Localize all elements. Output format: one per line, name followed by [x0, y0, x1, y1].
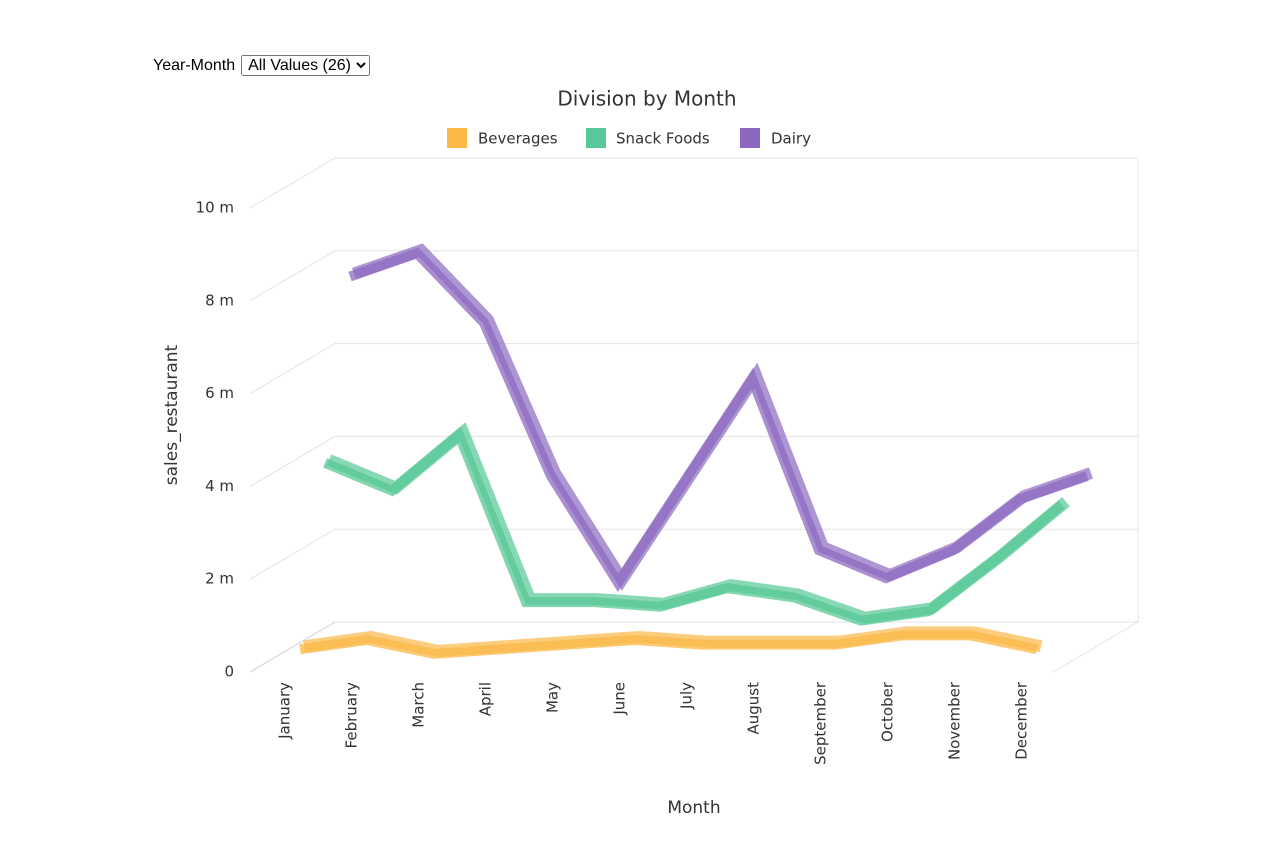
back-wall: [335, 157, 1139, 623]
x-tick-label: November: [946, 681, 964, 760]
x-tick-label: July: [678, 682, 696, 710]
series-line: [299, 630, 1039, 659]
x-tick-label: April: [477, 682, 495, 716]
x-tick-label: October: [879, 681, 897, 742]
x-tick-label: September: [812, 681, 830, 765]
x-tick-label: December: [1013, 681, 1031, 760]
grid-line: [249, 435, 1138, 487]
y-tick-label: 6 m: [205, 384, 234, 402]
y-axis-title: sales_restaurant: [162, 344, 182, 485]
chart-title: Division by Month: [557, 87, 736, 111]
y-tick-label: 4 m: [205, 477, 234, 495]
legend-label: Snack Foods: [616, 130, 710, 148]
x-tick-label: March: [410, 682, 428, 728]
x-tick-label: January: [276, 682, 294, 740]
series-line: [323, 426, 1066, 626]
legend-label: Dairy: [771, 130, 811, 148]
y-tick-label: 0: [224, 663, 234, 681]
legend-swatch: [740, 128, 760, 148]
legend-label: Beverages: [478, 130, 558, 148]
grid-line: [249, 528, 1138, 580]
filter-select[interactable]: All Values (26): [241, 55, 371, 76]
x-tick-label: August: [745, 682, 763, 735]
grid-line: [249, 157, 1138, 209]
legend-swatch: [447, 128, 467, 148]
x-tick-label: June: [611, 682, 629, 716]
grid-line: [249, 250, 1138, 302]
x-tick-label: May: [544, 682, 562, 713]
y-tick-label: 8 m: [205, 291, 234, 309]
filter-bar: Year-Month All Values (26): [153, 55, 371, 76]
series-line: [348, 247, 1089, 592]
y-tick-label: 10 m: [196, 199, 234, 217]
y-tick-label: 2 m: [205, 570, 234, 588]
legend-swatch: [586, 128, 606, 148]
x-axis-title: Month: [667, 798, 720, 818]
x-tick-label: February: [343, 682, 361, 749]
filter-label: Year-Month: [153, 56, 236, 74]
grid-line: [249, 343, 1138, 395]
